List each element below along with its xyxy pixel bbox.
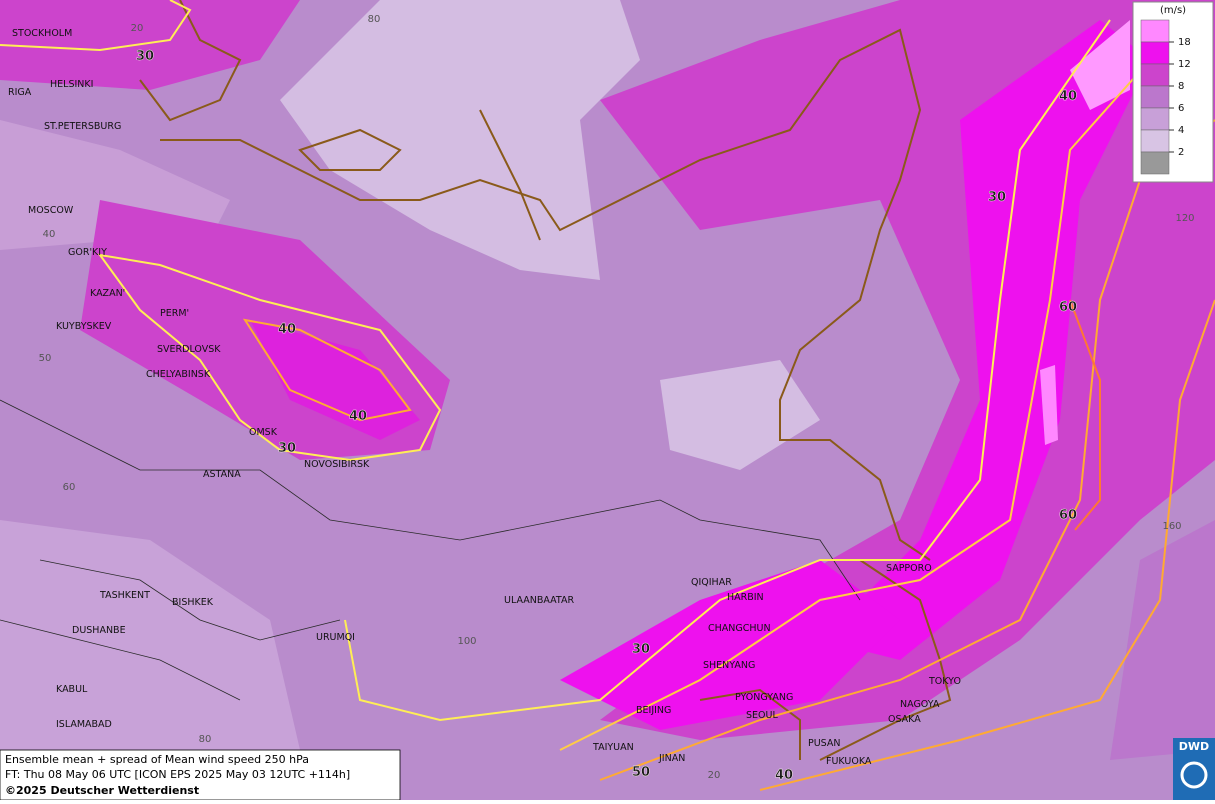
- city-label: JINAN: [658, 753, 685, 764]
- city-label: KUYBYSKEV: [56, 321, 112, 332]
- graticule-label: 40: [43, 229, 56, 240]
- legend-tick-label: 18: [1178, 37, 1191, 48]
- wind-field: [0, 0, 1215, 760]
- legend-swatch: [1140, 85, 1170, 109]
- city-label: GOR'KIY: [68, 247, 107, 258]
- graticule-label: 20: [708, 770, 721, 781]
- city-label: TASHKENT: [99, 590, 150, 601]
- city-label: DUSHANBE: [72, 625, 126, 636]
- legend-tick-label: 2: [1178, 147, 1184, 158]
- city-label: CHANGCHUN: [708, 623, 771, 634]
- city-label: SEOUL: [746, 710, 778, 721]
- city-label: ULAANBAATAR: [504, 595, 574, 606]
- graticule-label: 50: [39, 353, 52, 364]
- city-label: PUSAN: [808, 738, 841, 749]
- legend-swatch: [1140, 63, 1170, 87]
- legend-swatch: [1140, 41, 1170, 65]
- coastlines: [139, 0, 952, 761]
- borders: [0, 399, 861, 701]
- city-label: BISHKEK: [172, 597, 214, 608]
- city-label: SAPPORO: [886, 563, 932, 574]
- legend-swatch: [1140, 107, 1170, 131]
- graticule-label: 20: [131, 23, 144, 34]
- graticule-label: 120: [1175, 213, 1194, 224]
- footer-box: [0, 749, 401, 801]
- city-label: QIQIHAR: [691, 577, 732, 588]
- graticule-label: 100: [457, 636, 476, 647]
- legend-unit: (m/s): [1160, 5, 1186, 16]
- graticule-label: 80: [368, 14, 381, 25]
- contour-label: 60: [1059, 300, 1077, 315]
- contour-label: 40: [775, 768, 793, 783]
- city-label: NOVOSIBIRSK: [304, 459, 370, 470]
- city-label: SVERDLOVSK: [157, 344, 221, 355]
- city-label: HARBIN: [727, 592, 764, 603]
- contour-label: 60: [1059, 508, 1077, 523]
- city-label: MOSCOW: [28, 205, 74, 216]
- graticule-label: 60: [63, 482, 76, 493]
- city-label: OMSK: [249, 427, 278, 438]
- city-label: ST.PETERSBURG: [44, 121, 121, 132]
- city-label: KAZAN': [90, 288, 125, 299]
- city-label: TAIYUAN: [592, 742, 634, 753]
- city-label: ISLAMABAD: [56, 719, 112, 730]
- city-label: SHENYANG: [703, 660, 755, 671]
- legend-tick-label: 4: [1178, 125, 1184, 136]
- city-label: TOKYO: [928, 676, 961, 687]
- legend-tick-label: 6: [1178, 103, 1184, 114]
- footer-line: Ensemble mean + spread of Mean wind spee…: [5, 753, 309, 766]
- contour-label: 30: [632, 642, 650, 657]
- contour-label: 30: [136, 49, 154, 64]
- footer-line: FT: Thu 08 May 06 UTC [ICON EPS 2025 May…: [5, 768, 350, 781]
- graticule-label: 160: [1162, 521, 1181, 532]
- city-label: PYONGYANG: [735, 692, 793, 703]
- city-label: RIGA: [8, 87, 32, 98]
- footer-line: ©2025 Deutscher Wetterdienst: [5, 784, 199, 797]
- graticule-label: 80: [199, 734, 212, 745]
- legend-tick-label: 8: [1178, 81, 1184, 92]
- contour-label: 50: [632, 765, 650, 780]
- legend-swatch: [1140, 19, 1170, 43]
- city-label: KABUL: [56, 684, 88, 695]
- city-label: FUKUOKA: [826, 756, 872, 767]
- logo-box: [1173, 738, 1215, 800]
- contour-label: 30: [988, 190, 1006, 205]
- city-label: STOCKHOLM: [12, 28, 72, 39]
- city-label: CHELYABINSK: [146, 369, 211, 380]
- logo-swirl: [1180, 761, 1208, 789]
- legend-swatch: [1140, 129, 1170, 153]
- city-label: PERM': [160, 308, 189, 319]
- legend-tick-label: 12: [1178, 59, 1191, 70]
- contour-label: 40: [1059, 89, 1077, 104]
- city-label: HELSINKI: [50, 79, 93, 90]
- contour-label: 30: [278, 441, 296, 456]
- city-label: BEIJING: [636, 705, 671, 716]
- logo-text: DWD: [1179, 740, 1209, 753]
- city-label: ASTANA: [203, 469, 241, 480]
- city-label: NAGOYA: [900, 699, 940, 710]
- city-label: URUMQI: [316, 632, 355, 643]
- contour-label: 40: [349, 409, 367, 424]
- legend-swatch: [1140, 151, 1170, 175]
- city-label: OSAKA: [888, 714, 921, 725]
- contour-label: 40: [278, 322, 296, 337]
